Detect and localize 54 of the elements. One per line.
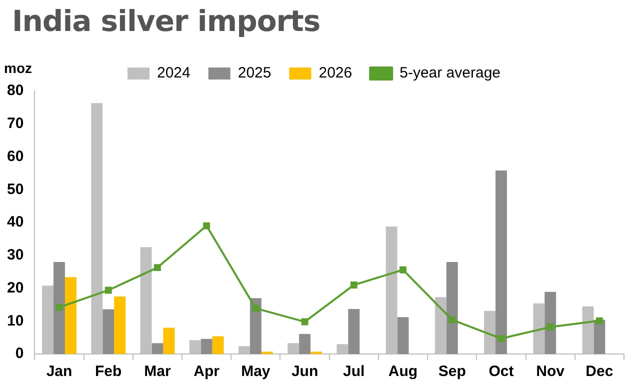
bar: [152, 343, 164, 354]
bar: [495, 170, 507, 354]
chart-title: India silver imports: [12, 4, 320, 38]
y-tick-label: 10: [6, 312, 24, 330]
bar: [163, 328, 175, 354]
x-tick-label: Dec: [586, 363, 614, 380]
bar: [446, 262, 458, 354]
bar: [348, 308, 360, 354]
y-axis-title: moz: [4, 60, 32, 76]
bar: [54, 262, 65, 354]
y-tick-label: 40: [6, 214, 24, 231]
y-tick-label: 30: [6, 246, 24, 264]
x-tick-label: Jul: [343, 363, 365, 380]
point: [56, 304, 63, 311]
bar: [102, 309, 114, 354]
point: [203, 222, 210, 230]
y-tick-label: 60: [6, 148, 24, 165]
x-tick-label: Oct: [488, 363, 514, 380]
point: [448, 316, 456, 324]
point: [350, 281, 358, 288]
bar: [594, 320, 606, 354]
bar: [114, 296, 126, 354]
point: [596, 317, 603, 324]
legend-label: 2026: [318, 64, 352, 82]
point: [154, 264, 161, 272]
point: [104, 286, 112, 294]
bar: [299, 334, 311, 354]
x-tick-label: Mar: [144, 363, 171, 380]
point: [546, 324, 554, 331]
legend-label: 2024: [157, 64, 190, 82]
y-tick-label: 50: [6, 180, 24, 198]
legend-label: 5-year average: [400, 64, 501, 82]
point: [498, 335, 505, 342]
y-tick-label: 0: [15, 345, 24, 362]
point: [301, 318, 308, 326]
point: [400, 266, 406, 274]
bar: [212, 336, 224, 354]
x-tick-label: Jan: [46, 363, 72, 380]
x-tick-label: Jun: [291, 363, 318, 380]
bar: [64, 277, 76, 354]
y-tick-label: 80: [6, 82, 24, 100]
point: [252, 304, 260, 312]
x-tick-label: Feb: [95, 363, 122, 380]
x-tick-label: Aug: [388, 363, 418, 380]
bar: [200, 338, 212, 354]
x-tick-label: Nov: [536, 363, 566, 380]
x-tick-label: May: [241, 363, 271, 380]
y-tick-label: 70: [6, 115, 24, 132]
x-tick-label: Apr: [194, 363, 220, 380]
legend-label: 2025: [238, 64, 272, 82]
y-tick-label: 20: [6, 279, 24, 296]
bar: [544, 292, 556, 354]
x-tick-label: Sep: [438, 363, 466, 380]
bar: [397, 317, 409, 354]
